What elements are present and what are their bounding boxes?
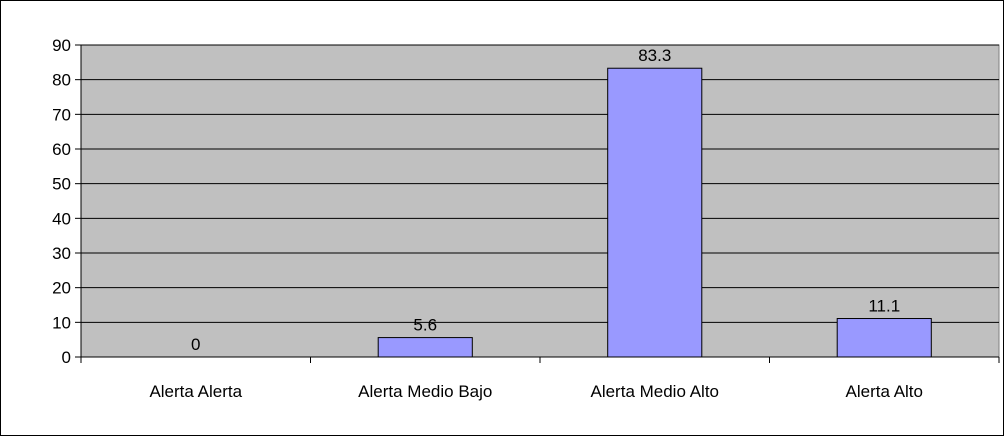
x-tick-label: Alerta Medio Bajo [358, 382, 492, 401]
data-label: 11.1 [868, 297, 900, 316]
data-label: 0 [191, 335, 200, 354]
y-tick-label: 10 [52, 313, 71, 332]
data-labels: 0 5.6 83.3 11.1 [191, 46, 900, 354]
y-tick-label: 80 [52, 71, 71, 90]
y-axis-ticks: 0 10 20 30 40 50 60 70 80 90 [52, 36, 81, 367]
x-axis-ticks: Alerta Alerta Alerta Medio Bajo Alerta Med… [80, 357, 1000, 401]
y-tick-label: 60 [52, 140, 71, 159]
y-tick-label: 90 [52, 36, 71, 55]
y-tick-label: 30 [52, 244, 71, 263]
bars [377, 67, 932, 358]
y-tick-label: 70 [52, 105, 71, 124]
bar [607, 67, 703, 358]
plot-area [80, 44, 1000, 358]
bar [836, 318, 932, 358]
y-tick-label: 0 [62, 348, 71, 367]
data-label: 83.3 [638, 46, 671, 65]
y-tick-label: 50 [52, 175, 71, 194]
bar [377, 337, 473, 358]
data-label: 5.6 [413, 316, 437, 335]
y-tick-label: 40 [52, 209, 71, 228]
x-tick-label: Alerta Alerta [149, 382, 242, 401]
x-tick-label: Alerta Medio Alto [590, 382, 719, 401]
x-tick-label: Alerta Alto [846, 382, 924, 401]
y-tick-label: 20 [52, 279, 71, 298]
